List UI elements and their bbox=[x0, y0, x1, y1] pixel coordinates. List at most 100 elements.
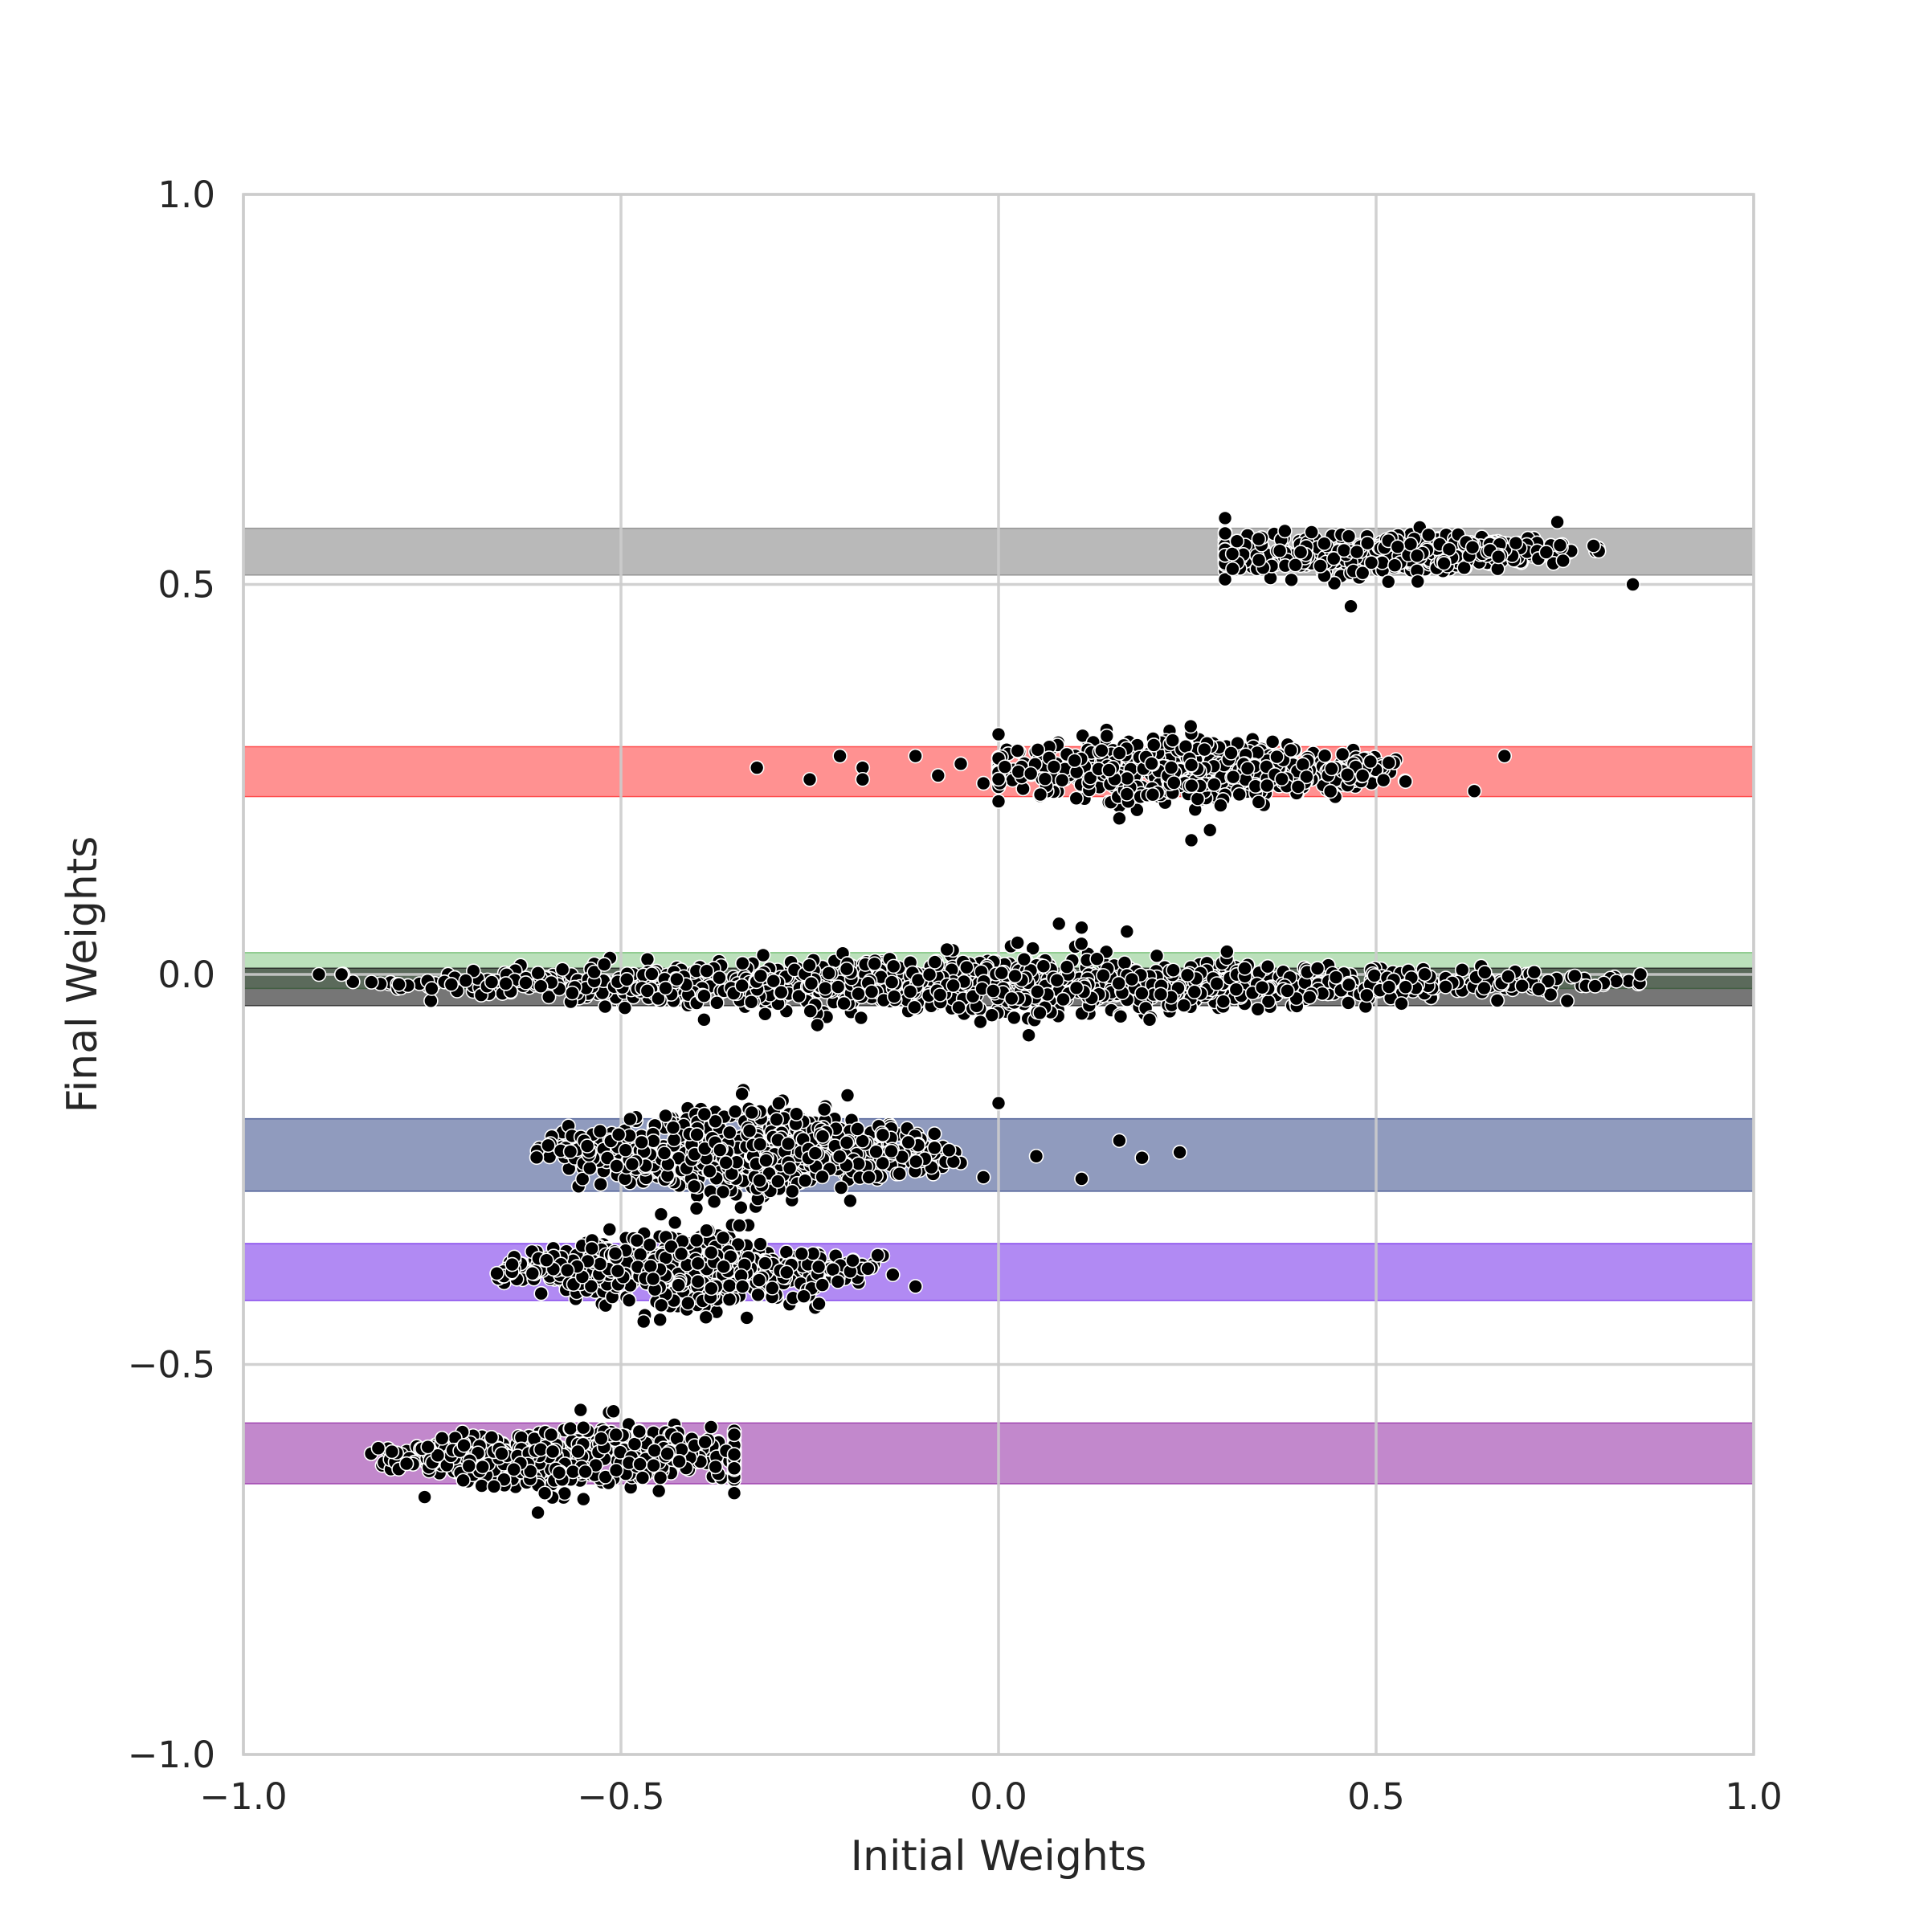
scatter-point bbox=[1322, 783, 1338, 799]
scatter-point bbox=[398, 1456, 415, 1472]
scatter-point bbox=[624, 1156, 640, 1172]
scatter-point bbox=[1166, 962, 1181, 978]
scatter-point bbox=[642, 1237, 658, 1252]
scatter-point bbox=[703, 1419, 719, 1435]
scatter-point bbox=[753, 1236, 768, 1252]
scatter-point bbox=[803, 975, 819, 991]
scatter-point bbox=[1166, 775, 1182, 790]
scatter-point bbox=[770, 1174, 786, 1189]
scatter-point bbox=[1054, 773, 1070, 788]
scatter-point bbox=[716, 1259, 732, 1275]
scatter-point bbox=[644, 966, 660, 982]
scatter-point bbox=[734, 1279, 750, 1294]
scatter-point bbox=[1251, 531, 1267, 547]
scatter-point bbox=[494, 1446, 509, 1461]
scatter-point bbox=[1304, 525, 1319, 540]
scatter-point bbox=[1555, 553, 1571, 569]
scatter-point bbox=[1007, 968, 1023, 984]
scatter-point bbox=[610, 1263, 626, 1279]
scatter-point bbox=[565, 985, 580, 1001]
scatter-point bbox=[391, 977, 406, 992]
scatter-point bbox=[821, 966, 836, 981]
x-tick-label: 1.0 bbox=[1725, 1775, 1783, 1818]
scatter-point bbox=[1225, 561, 1240, 577]
scatter-point bbox=[696, 988, 712, 1003]
scatter-point bbox=[815, 1277, 831, 1293]
scatter-point bbox=[769, 1112, 784, 1127]
scatter-point bbox=[884, 1143, 899, 1159]
scatter-point bbox=[660, 1446, 675, 1461]
scatter-point bbox=[1309, 961, 1326, 976]
y-tick-label: 1.0 bbox=[157, 174, 215, 216]
scatter-point bbox=[927, 1140, 942, 1156]
scatter-point bbox=[1420, 527, 1436, 543]
scatter-point bbox=[619, 971, 635, 987]
x-tick-label: 0.5 bbox=[1347, 1775, 1405, 1818]
scatter-point bbox=[537, 1485, 553, 1501]
scatter-point bbox=[667, 1215, 683, 1231]
scatter-point bbox=[1068, 790, 1084, 807]
scatter-point bbox=[666, 1132, 682, 1148]
scatter-point bbox=[774, 984, 789, 1000]
scatter-point bbox=[1417, 966, 1432, 982]
scatter-point bbox=[1363, 555, 1379, 570]
scatter-point bbox=[782, 1160, 798, 1176]
scatter-point bbox=[576, 1491, 591, 1507]
scatter-point bbox=[1326, 575, 1342, 591]
scatter-point bbox=[486, 1479, 502, 1494]
scatter-point bbox=[384, 1444, 400, 1460]
scatter-point bbox=[741, 1123, 758, 1138]
scatter-point bbox=[708, 1459, 723, 1475]
scatter-point bbox=[1490, 549, 1506, 565]
scatter-point bbox=[697, 1434, 713, 1450]
scatter-point bbox=[1240, 761, 1256, 776]
scatter-point bbox=[554, 962, 570, 978]
scatter-point bbox=[1390, 539, 1406, 554]
scatter-point bbox=[1223, 745, 1239, 761]
scatter-point bbox=[1030, 984, 1045, 999]
scatter-point bbox=[1328, 970, 1344, 985]
scatter-point bbox=[892, 1166, 908, 1182]
cluster-0.54 bbox=[1217, 510, 1640, 615]
scatter-point bbox=[951, 999, 966, 1015]
scatter-point bbox=[639, 983, 656, 999]
scatter-point bbox=[1217, 525, 1233, 541]
scatter-point bbox=[1280, 983, 1295, 999]
scatter-point bbox=[1010, 743, 1026, 758]
scatter-point bbox=[699, 963, 715, 979]
scatter-point bbox=[1250, 1001, 1266, 1017]
scatter-point bbox=[530, 966, 546, 981]
scatter-point bbox=[607, 1245, 623, 1261]
scatter-point bbox=[1324, 761, 1339, 777]
scatter-point bbox=[1030, 742, 1046, 758]
scatter-point bbox=[1354, 768, 1370, 783]
scatter-point bbox=[533, 1285, 549, 1301]
scatter-point bbox=[1163, 760, 1179, 775]
scatter-point bbox=[1112, 811, 1127, 827]
scatter-point bbox=[1293, 545, 1309, 560]
scatter-point bbox=[709, 995, 725, 1011]
scatter-point bbox=[830, 979, 846, 995]
scatter-point bbox=[551, 1464, 567, 1481]
scatter-point bbox=[991, 771, 1007, 787]
scatter-point bbox=[855, 771, 871, 787]
scatter-point bbox=[489, 1265, 504, 1281]
scatter-point bbox=[635, 1470, 651, 1485]
scatter-point bbox=[1341, 995, 1356, 1011]
scatter-point bbox=[743, 995, 759, 1010]
scatter-point bbox=[573, 1402, 589, 1418]
scatter-point bbox=[1375, 772, 1391, 788]
scatter-point bbox=[1317, 748, 1333, 764]
scatter-point bbox=[1232, 786, 1247, 803]
scatter-point bbox=[1398, 774, 1413, 790]
scatter-point bbox=[1359, 535, 1375, 551]
scatter-point bbox=[851, 1156, 866, 1171]
scatter-point bbox=[1251, 552, 1267, 568]
scatter-point bbox=[836, 995, 852, 1011]
scatter-point bbox=[886, 989, 902, 1004]
scatter-point bbox=[562, 1144, 578, 1159]
scatter-point bbox=[1410, 574, 1426, 590]
scatter-point bbox=[1074, 1171, 1089, 1187]
scatter-point bbox=[525, 1265, 541, 1281]
